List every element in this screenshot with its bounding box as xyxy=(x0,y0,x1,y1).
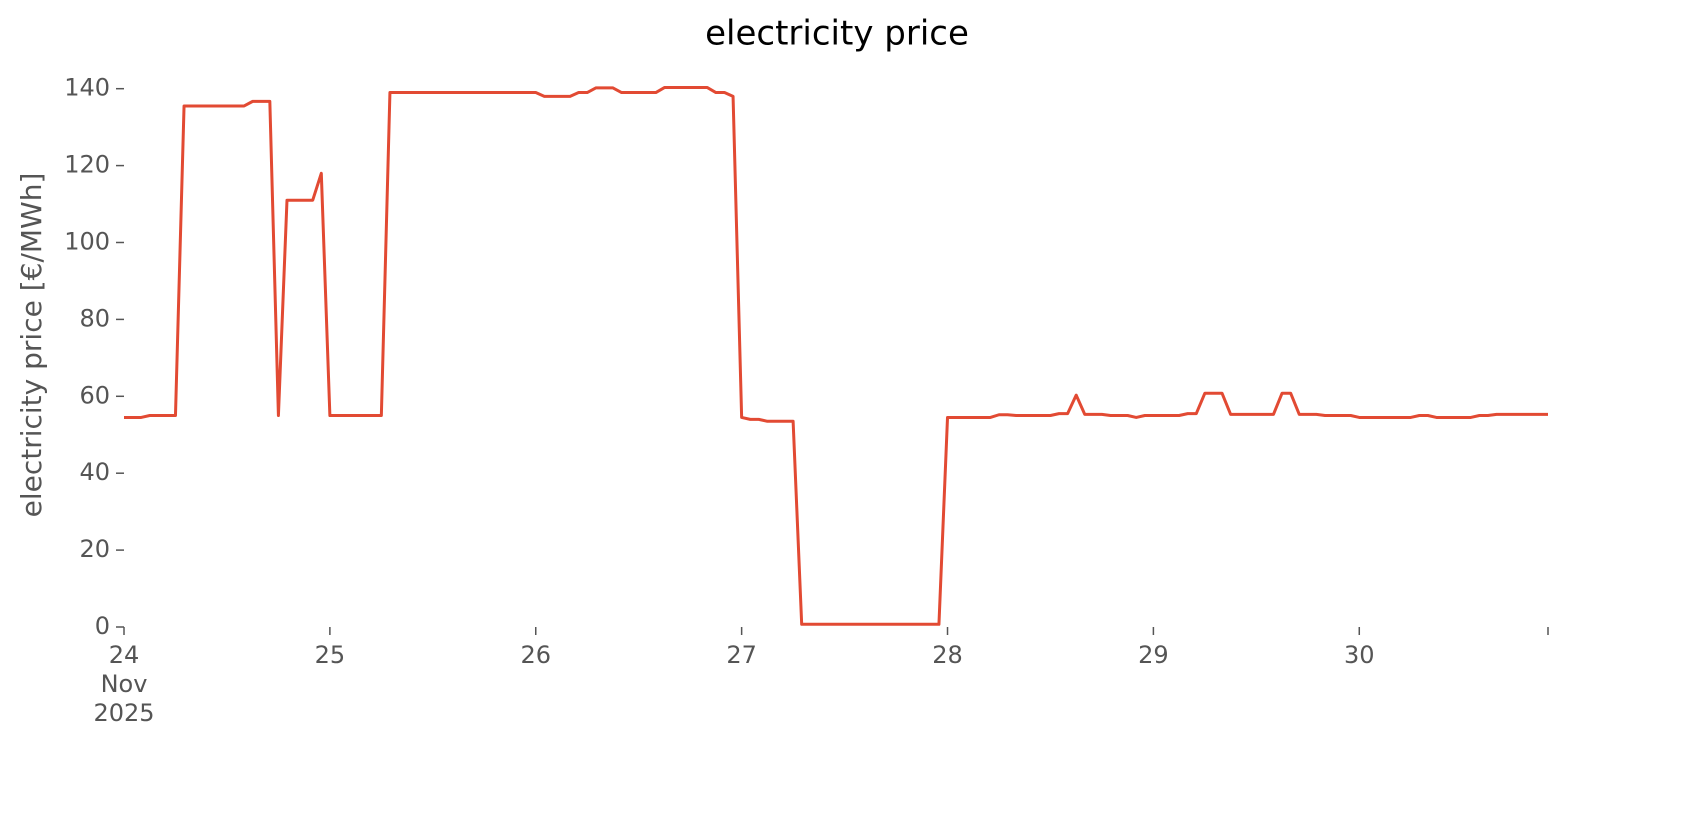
chart-title: electricity price xyxy=(705,14,969,54)
y-tick-label: 40 xyxy=(79,458,110,486)
x-tick-label: 26 xyxy=(520,641,552,669)
y-axis-label: electricity price [€/MWh] xyxy=(15,173,48,518)
y-tick-label: 80 xyxy=(79,304,110,332)
x-tick-label: 25 xyxy=(314,641,346,669)
x-tick-label: 27 xyxy=(726,641,757,669)
y-tick-label: 20 xyxy=(79,535,110,563)
x-tick-label: 30 xyxy=(1343,641,1375,669)
x-tick-label: 28 xyxy=(932,641,963,669)
x-tick-label: 29 xyxy=(1138,641,1169,669)
y-tick-label: 100 xyxy=(64,227,110,255)
y-tick-label: 60 xyxy=(79,381,110,409)
y-tick-label: 120 xyxy=(64,151,110,179)
y-tick-label: 0 xyxy=(95,612,110,640)
y-tick-label: 140 xyxy=(64,74,110,102)
price-line xyxy=(124,86,1548,626)
x-tick-label: 24 Nov 2025 xyxy=(93,641,155,727)
